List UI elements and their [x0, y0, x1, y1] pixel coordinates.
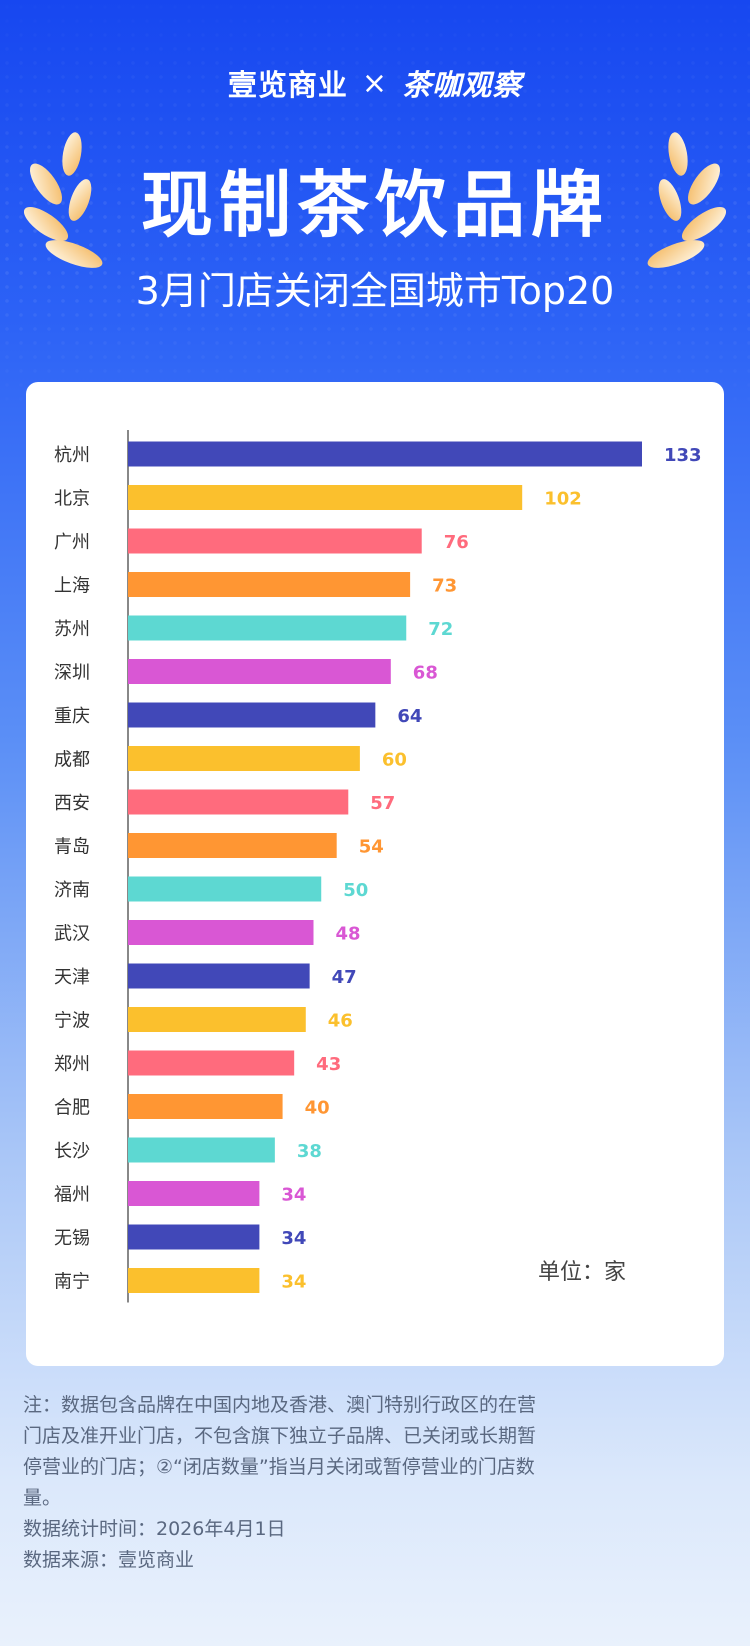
data-label: 46: [328, 1011, 353, 1032]
laurel-left-icon: [24, 132, 103, 268]
category-label: 深圳: [54, 663, 90, 684]
bar: [128, 963, 310, 989]
data-label: 133: [664, 445, 702, 466]
data-label: 40: [305, 1098, 330, 1119]
laurel-right-icon: [647, 132, 726, 268]
bar: [128, 615, 407, 641]
category-label: 济南: [54, 880, 90, 901]
category-label: 南宁: [54, 1272, 90, 1293]
bar: [128, 1137, 275, 1163]
category-label: 合肥: [54, 1098, 90, 1119]
category-label: 福州: [54, 1185, 90, 1206]
data-label: 38: [297, 1141, 322, 1162]
category-label: 青岛: [54, 837, 90, 858]
bar: [128, 1181, 260, 1206]
bar: [128, 1007, 306, 1032]
data-label: 47: [332, 967, 357, 988]
data-label: 57: [370, 793, 395, 814]
category-label: 郑州: [54, 1054, 90, 1075]
category-label: 苏州: [54, 619, 90, 640]
category-label: 宁波: [54, 1011, 90, 1032]
data-label: 102: [544, 489, 582, 510]
data-label: 34: [281, 1185, 306, 1206]
bar: [128, 1224, 260, 1250]
data-label: 48: [336, 924, 361, 945]
data-label: 68: [413, 663, 438, 684]
category-label: 北京: [54, 489, 90, 510]
category-label: 武汉: [54, 924, 90, 945]
category-label: 上海: [54, 576, 90, 597]
data-label: 72: [428, 619, 453, 640]
category-label: 重庆: [54, 706, 90, 727]
collab-x-icon: ×: [361, 65, 389, 101]
page-title: 现制茶饮品牌: [140, 163, 609, 247]
bar: [128, 1268, 260, 1293]
category-label: 天津: [54, 967, 90, 988]
data-label: 34: [281, 1228, 306, 1249]
header-dot-pattern: [0, 0, 750, 420]
bar: [128, 659, 391, 684]
category-label: 广州: [54, 532, 90, 553]
chart-card: 杭州 133 北京 102 广州 76 上海 73 苏州 72 深圳 68 重庆 64 成都 60 西安 57 青岛…: [26, 382, 724, 1366]
footnotes: 注：数据包含品牌在中国内地及香港、澳门特别行政区的在营门店及准开业门店，不包含旗…: [23, 1390, 543, 1576]
page-subtitle: 3月门店关闭全国城市Top20: [135, 269, 615, 313]
data-label: 54: [359, 837, 384, 858]
bar: [128, 789, 349, 815]
bar: [128, 833, 337, 858]
bar: [128, 746, 360, 771]
bar: [128, 876, 322, 902]
data-label: 50: [343, 880, 368, 901]
data-label: 64: [397, 706, 422, 727]
brand-logo-chaka: 茶咖观察: [402, 68, 523, 102]
category-label: 成都: [54, 750, 90, 771]
bar: [128, 702, 376, 728]
category-label: 杭州: [54, 445, 90, 466]
data-label: 76: [444, 532, 469, 553]
bar: [128, 1094, 283, 1119]
brand-logo-yilan: 壹览商业: [227, 68, 348, 102]
bar: [128, 441, 642, 467]
category-label: 长沙: [54, 1141, 90, 1162]
bar: [128, 1050, 295, 1076]
note-text: 注：数据包含品牌在中国内地及香港、澳门特别行政区的在营门店及准开业门店，不包含旗…: [23, 1394, 537, 1509]
bar: [128, 572, 411, 597]
stat-time-text: 数据统计时间：2026年4月1日: [23, 1518, 286, 1540]
bar: [128, 920, 314, 945]
data-label: 43: [316, 1054, 341, 1075]
data-label: 34: [281, 1272, 306, 1293]
bar-chart: 杭州 133 北京 102 广州 76 上海 73 苏州 72 深圳 68 重庆 64 成都 60 西安 57 青岛…: [54, 430, 702, 1303]
brand-row: 壹览商业 × 茶咖观察: [0, 62, 750, 104]
category-label: 西安: [54, 793, 90, 814]
data-label: 60: [382, 750, 407, 771]
bar: [128, 528, 422, 554]
data-label: 73: [432, 576, 457, 597]
unit-label: 单位：家: [538, 1260, 627, 1285]
source-text: 数据来源：壹览商业: [23, 1549, 195, 1571]
category-label: 无锡: [54, 1228, 90, 1249]
bar: [128, 485, 523, 510]
